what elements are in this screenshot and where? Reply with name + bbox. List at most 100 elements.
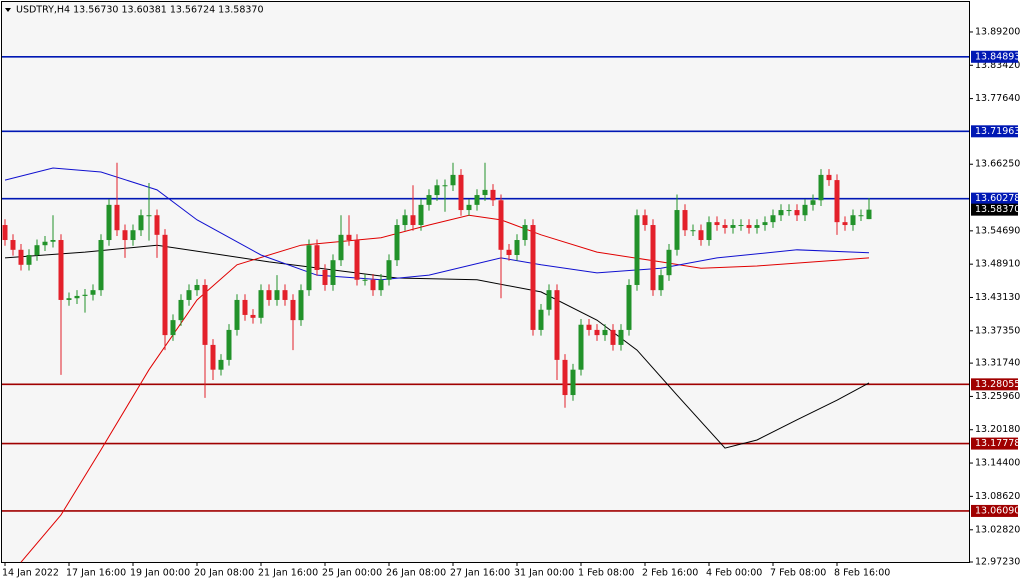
- candle-body: [122, 230, 128, 241]
- level-label: 13.06090: [975, 505, 1020, 516]
- menu-triangle: [5, 8, 11, 12]
- level-label-box: [971, 378, 1018, 391]
- candle-body: [570, 369, 576, 396]
- candle-body: [114, 204, 120, 231]
- y-tick-label: 13.77640: [975, 93, 1020, 104]
- candle-body: [98, 240, 104, 291]
- candle-body: [786, 210, 792, 212]
- y-tick-label: 13.14400: [975, 458, 1020, 469]
- ma-line: [4, 167, 870, 281]
- candle-body: [18, 249, 24, 265]
- candle-body: [290, 299, 296, 321]
- candle-body: [730, 225, 736, 228]
- candle-body: [90, 290, 96, 295]
- candle-body: [562, 359, 568, 396]
- candle-body: [82, 294, 88, 296]
- candle-body: [242, 299, 248, 315]
- y-tick-label: 13.89200: [975, 26, 1020, 37]
- candle-body: [354, 240, 360, 280]
- candle-body: [506, 249, 512, 255]
- candle-body: [378, 279, 384, 291]
- candle-body: [370, 279, 376, 291]
- candle-body: [226, 329, 232, 360]
- candle-body: [178, 299, 184, 321]
- candle-body: [554, 290, 560, 360]
- last-price-box: [971, 203, 1018, 216]
- y-tick-label: 12.97230: [975, 557, 1020, 568]
- level-label-box: [971, 504, 1018, 517]
- candle-body: [434, 185, 440, 196]
- candle-body: [746, 225, 752, 228]
- x-tick-label: 19 Jan 00:00: [130, 568, 190, 579]
- candle-body: [586, 324, 592, 330]
- candle-body: [314, 245, 320, 270]
- candle-body: [834, 180, 840, 223]
- candle-body: [154, 215, 160, 235]
- level-label: 13.17778: [975, 438, 1020, 449]
- candle-body: [282, 290, 288, 300]
- candle-body: [482, 189, 488, 196]
- y-tick-label: 13.31740: [975, 358, 1020, 369]
- candle-body: [234, 299, 240, 330]
- candle-body: [194, 284, 200, 291]
- candle-body: [50, 240, 56, 242]
- candle-body: [66, 298, 72, 300]
- candle-body: [258, 290, 264, 318]
- candle-body: [634, 215, 640, 285]
- x-tick-label: 7 Feb 08:00: [770, 568, 826, 579]
- candle-body: [810, 200, 816, 205]
- candle-body: [770, 215, 776, 223]
- level-label: 13.71963: [975, 126, 1020, 137]
- candle-body: [298, 290, 304, 321]
- x-tick-label: 27 Jan 16:00: [450, 568, 510, 579]
- level-label-box: [971, 50, 1018, 63]
- candle-body: [26, 254, 32, 265]
- candle-body: [538, 309, 544, 330]
- candle-body: [386, 260, 392, 280]
- x-tick-label: 21 Jan 16:00: [258, 568, 318, 579]
- candle-body: [410, 215, 416, 226]
- level-label: 13.28055: [975, 379, 1020, 390]
- candle-body: [42, 241, 48, 246]
- y-tick-label: 13.37350: [975, 325, 1020, 336]
- candle-body: [602, 329, 608, 336]
- candle-body: [842, 222, 848, 226]
- level-label-box: [971, 125, 1018, 138]
- level-label-box: [971, 192, 1018, 205]
- level-label-box: [971, 437, 1018, 450]
- x-tick-label: 8 Feb 16:00: [834, 568, 890, 579]
- x-tick-label: 14 Jan 2022: [2, 568, 59, 579]
- candle-body: [2, 225, 8, 241]
- candle-body: [170, 320, 176, 336]
- plot-area: [1, 1, 970, 563]
- candle-body: [762, 222, 768, 226]
- candle-body: [34, 245, 40, 255]
- candle-body: [330, 260, 336, 285]
- candle-body: [394, 225, 400, 261]
- candle-body: [794, 210, 800, 216]
- candle-body: [850, 215, 856, 226]
- candle-body: [490, 189, 496, 201]
- y-tick-label: 13.54690: [975, 225, 1020, 236]
- candle-body: [138, 215, 144, 231]
- ma-line: [20, 214, 870, 563]
- y-tick-label: 13.48910: [975, 259, 1020, 270]
- candle-body: [650, 225, 656, 291]
- candle-body: [754, 225, 760, 228]
- last-price-label: 13.58370: [975, 204, 1020, 215]
- candle-body: [594, 329, 600, 336]
- candle-body: [450, 174, 456, 186]
- candle-body: [218, 359, 224, 370]
- candle-body: [442, 185, 448, 187]
- candle-body: [338, 234, 344, 261]
- candle-body: [186, 290, 192, 300]
- x-tick-label: 17 Jan 16:00: [66, 568, 126, 579]
- candle-body: [818, 174, 824, 201]
- candle-body: [130, 230, 136, 241]
- candle-body: [826, 174, 832, 181]
- y-tick-label: 13.43130: [975, 292, 1020, 303]
- candle-body: [658, 275, 664, 291]
- candle-body: [162, 234, 168, 336]
- candle-body: [466, 204, 472, 211]
